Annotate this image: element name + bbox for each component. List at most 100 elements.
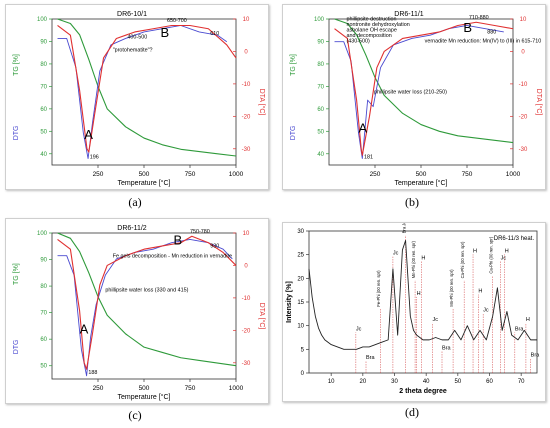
annotation-text: 880 [487,30,496,36]
peak-label: H [526,317,530,323]
tg-tick-label: 60 [40,107,47,113]
y-tick-label: 10 [297,324,304,330]
x-tick-label: 1000 [506,171,521,178]
annotation-text: 650-700 [167,18,187,24]
series-xrd-line [308,240,537,350]
peak-label: Bra [442,345,452,351]
panel-a: 250 500 750 1000 Temperature [°C] 100 90 80 70 60… [5,4,269,190]
tg-tick-label: 60 [317,107,324,113]
caption-b: (b) [405,195,419,209]
plot-frame [308,230,538,374]
series-dtg-line [334,25,504,159]
y-tick-label: 30 [297,229,304,235]
peak-label: Ca-Phi (00 ren. spr) [460,241,465,278]
annotation-text: asbolane OH escape [346,28,396,34]
peak-label: H [478,289,482,295]
x-tick-label: 500 [139,385,150,392]
dtg-axis-label: DTG [13,339,20,354]
tg-tick-label: 60 [40,337,47,343]
x-tick-label: 70 [518,379,525,385]
dta-tick-label: 0 [521,49,525,55]
peak-label: Bra [531,352,541,358]
annotation-text: phillipsite water loss (210-250) [374,90,447,96]
annotation-text: 188 [88,370,97,376]
panel-b: 250 500 750 1000 Temperature [°C] 100 90 80 70 60… [282,4,546,190]
chart-title: DR6-11/2 [117,225,147,232]
annotation-text: phillipsite destruction [346,17,396,23]
dta-tick-label: 10 [520,17,527,23]
x-axis-label: 2 theta degree [399,388,447,395]
caption-a: (a) [128,195,142,209]
x-tick-label: 20 [359,379,366,385]
dta-axis-label: DTA [°C] [535,89,543,116]
tg-tick-label: 80 [40,284,47,290]
tg-axis-label: TG [%] [290,54,297,76]
region-label: A [80,322,89,337]
series-tg-line [57,232,237,367]
tg-tick-label: 40 [317,152,324,158]
tg-axis-label: TG [%] [13,263,20,285]
tg-tick-label: 50 [317,129,324,135]
x-axis-label: Temperature [°C] [118,393,171,401]
dta-tick-label: -20 [242,328,251,334]
x-tick-label: 750 [185,171,196,178]
peak-label: Jc [501,255,507,261]
x-tick-label: 10 [328,379,335,385]
annotation-text: 181 [364,155,373,161]
annotation-text: phillipsite water loss (330 and 415) [105,287,188,293]
x-tick-label: 30 [391,379,398,385]
y-tick-label: 20 [297,276,304,282]
peak-label: Jc [356,326,362,332]
chart-title: DR6-11/1 [394,11,424,18]
x-tick-label: 500 [416,171,427,178]
dta-axis-label: DTA [°C] [258,89,266,116]
x-tick-label: 1000 [229,385,244,392]
series-dta-line [334,21,514,156]
dta-tick-label: 0 [244,49,248,55]
panel-c: 250 500 750 1000 Temperature [°C] 100 90 80 70 60… [5,218,269,404]
tg-tick-label: 100 [37,17,48,23]
y-tick-label: 25 [297,253,304,259]
annotation-text: nontronite dehydroxylation [346,22,409,28]
tg-tick-label: 70 [40,84,47,90]
tg-tick-label: 80 [40,62,47,68]
peak-label: Fe-Phi (00 ren. spr) [376,270,381,307]
chart-title: DR6-10/1 [117,11,147,18]
caption-d: (d) [405,405,419,419]
x-tick-label: 1000 [229,171,244,178]
dta-tick-label: 10 [243,231,250,237]
x-axis-label: Temperature [°C] [395,179,448,187]
x-tick-label: 250 [370,171,381,178]
annotation-text: 710-880 [469,15,489,21]
dta-axis-label: DTA [°C] [258,303,266,330]
dta-tick-label: 0 [244,263,248,269]
annotation-text: 750-780 [190,229,210,235]
x-tick-label: 40 [423,379,430,385]
caption-c: (c) [128,408,142,422]
tg-axis-label: TG [%] [13,54,20,76]
annotation-text: Fe gels decomposition - Mn reduction in … [113,253,232,259]
series-dta-line [57,235,237,370]
dta-tick-label: -20 [242,114,251,120]
x-tick-label: 750 [185,385,196,392]
dtg-axis-label: DTG [290,125,297,140]
series-tg-line [334,18,514,144]
annotation-text: vernadite Mn reduction: Mn(IV) to (III) … [425,38,542,44]
series-tg-line [57,18,237,157]
peak-label: Ca-Phi (00 ren. spr) [489,236,494,273]
peak-label: Bra [366,355,376,361]
dta-tick-label: 10 [243,17,250,23]
peak-label: Bra Jc [402,223,407,233]
peak-label: H [505,248,509,254]
tg-tick-label: 50 [40,129,47,135]
peak-label: Bra [515,326,525,332]
y-tick-label: 0 [301,371,305,377]
annotation-text: 930 [210,244,219,250]
region-label: A [358,121,367,136]
y-axis-label: Intensity [%] [286,281,293,323]
peak-label: Mn-Phi (00 ren. spr) [411,240,416,278]
series-dta-line [57,24,237,153]
peak-label: H [421,255,425,261]
